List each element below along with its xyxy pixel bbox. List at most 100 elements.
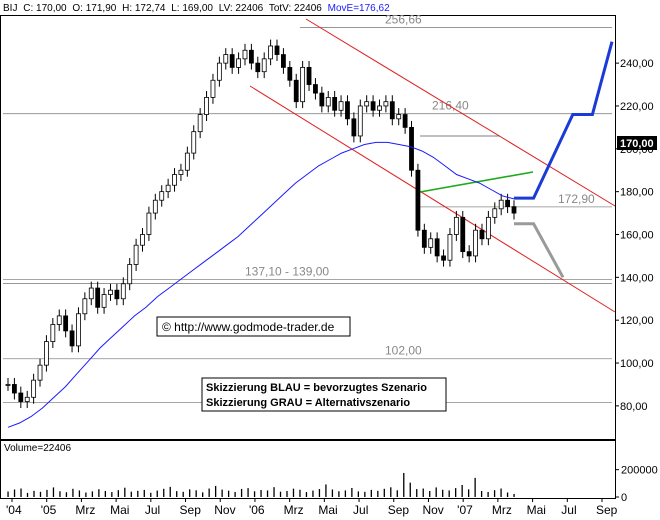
candle-body-74 [479, 229, 485, 240]
copyright-text: © http://www.godmode-trader.de [162, 320, 335, 334]
candle-body-0 [5, 384, 11, 386]
volume-bar-1 [13, 489, 16, 497]
volume-bar-53 [351, 487, 353, 497]
volume-bar-21 [143, 489, 145, 497]
candle-body-73 [473, 229, 478, 257]
volume-bar-55 [364, 491, 366, 497]
high-label: H: 172,74 [122, 3, 166, 14]
candle-body-42 [274, 45, 280, 55]
symbol-label: BIJ [3, 3, 17, 14]
candle-body-77 [498, 199, 504, 210]
volume-bar-17 [117, 490, 119, 497]
volume-bar-10 [72, 488, 74, 497]
volume-bar-49 [325, 484, 327, 497]
last-price-tag-box [617, 136, 657, 150]
x-tick-label-0: '04 [6, 503, 22, 517]
channel-lower-line [249, 85, 616, 313]
candle-body-10 [69, 330, 75, 347]
x-tick-label-2: Mrz [75, 503, 95, 517]
moving-average-line [7, 141, 515, 428]
volume-bar-57 [377, 490, 379, 497]
volume-tick-label-0: 200000 [621, 465, 658, 477]
low-label: L: 169,00 [171, 3, 213, 14]
volume-bar-75 [493, 490, 496, 497]
volume-bar-11 [78, 490, 81, 497]
volume-bar-70 [461, 484, 463, 497]
candle-body-56 [364, 101, 370, 107]
volume-bar-2 [20, 488, 22, 497]
candle-body-71 [460, 216, 466, 253]
candle-body-46 [300, 67, 306, 103]
candle-body-68 [441, 255, 446, 261]
volume-bar-32 [214, 485, 217, 497]
candle-body-65 [421, 229, 427, 248]
y-tick-label-5: 180,00 [620, 187, 654, 199]
x-tick-label-11: Sep [388, 503, 410, 517]
volume-bar-47 [312, 490, 314, 497]
channel-upper-line [305, 18, 616, 207]
volume-bar-7 [52, 487, 55, 497]
volume-bar-4 [33, 490, 35, 497]
volume-bar-71 [467, 489, 470, 497]
level-label-2: 172,90 [558, 192, 595, 206]
volume-bar-78 [513, 493, 515, 497]
candle-body-39 [255, 62, 261, 73]
volume-bar-58 [383, 488, 385, 497]
candle-body-29 [191, 131, 197, 154]
x-tick-label-1: '05 [41, 503, 57, 517]
volume-bar-37 [247, 488, 249, 497]
candle-body-61 [396, 114, 402, 120]
volume-bar-42 [279, 491, 282, 497]
volume-bar-61 [403, 472, 405, 497]
candle-body-51 [332, 97, 338, 111]
volume-bar-31 [208, 488, 210, 497]
candle-body-20 [133, 244, 139, 265]
volume-bar-68 [448, 490, 450, 497]
candle-body-60 [389, 101, 395, 120]
notes-box [201, 377, 447, 412]
candle-body-75 [485, 216, 491, 240]
y-tick-label-8: 240,00 [620, 58, 654, 70]
price-candles [5, 39, 517, 409]
volume-bar-18 [124, 487, 126, 497]
volume-bar-51 [338, 491, 340, 497]
volume-bar-25 [169, 486, 171, 497]
volume-bar-54 [357, 491, 360, 497]
x-tick-label-14: Mrz [492, 503, 512, 517]
candle-body-17 [114, 289, 120, 300]
price-axis: 80,00100,00120,00140,00160,00180,00200,0… [615, 58, 654, 413]
volume-bar-72 [474, 477, 476, 497]
candle-body-12 [82, 298, 88, 315]
candle-body-70 [453, 216, 459, 235]
candle-body-57 [370, 101, 376, 111]
volume-bar-38 [253, 491, 256, 497]
candle-body-55 [357, 105, 363, 137]
header-line: BIJ C: 170,00 O: 171,90 H: 172,74 L: 169… [3, 3, 390, 14]
volume-bar-14 [98, 489, 100, 497]
x-tick-label-5: Sep [180, 503, 202, 517]
volume-bar-15 [104, 490, 107, 497]
candle-body-3 [24, 396, 30, 402]
candle-body-54 [351, 118, 357, 137]
volume-bar-3 [26, 492, 29, 497]
volume-bar-45 [299, 489, 301, 497]
volume-bars [7, 472, 515, 497]
x-tick-label-10: Jul [353, 503, 368, 517]
candle-body-69 [447, 234, 453, 261]
candle-body-5 [37, 364, 43, 381]
note-blue: Skizzierung BLAU = bevorzugtes Szenario [206, 382, 427, 394]
volume-bar-43 [286, 490, 288, 497]
volume-bar-69 [455, 488, 457, 497]
volume-bar-6 [46, 489, 48, 497]
volume-bar-63 [416, 489, 418, 497]
candle-body-76 [492, 208, 498, 218]
volume-bar-29 [195, 490, 197, 497]
x-tick-label-4: Jul [145, 503, 160, 517]
candle-body-7 [50, 324, 56, 343]
moving-average-layer [7, 141, 515, 428]
candle-body-25 [165, 184, 171, 193]
candle-body-52 [338, 101, 344, 111]
volume-bar-50 [331, 489, 334, 497]
volume-bar-40 [266, 490, 269, 497]
candle-body-35 [229, 54, 235, 68]
